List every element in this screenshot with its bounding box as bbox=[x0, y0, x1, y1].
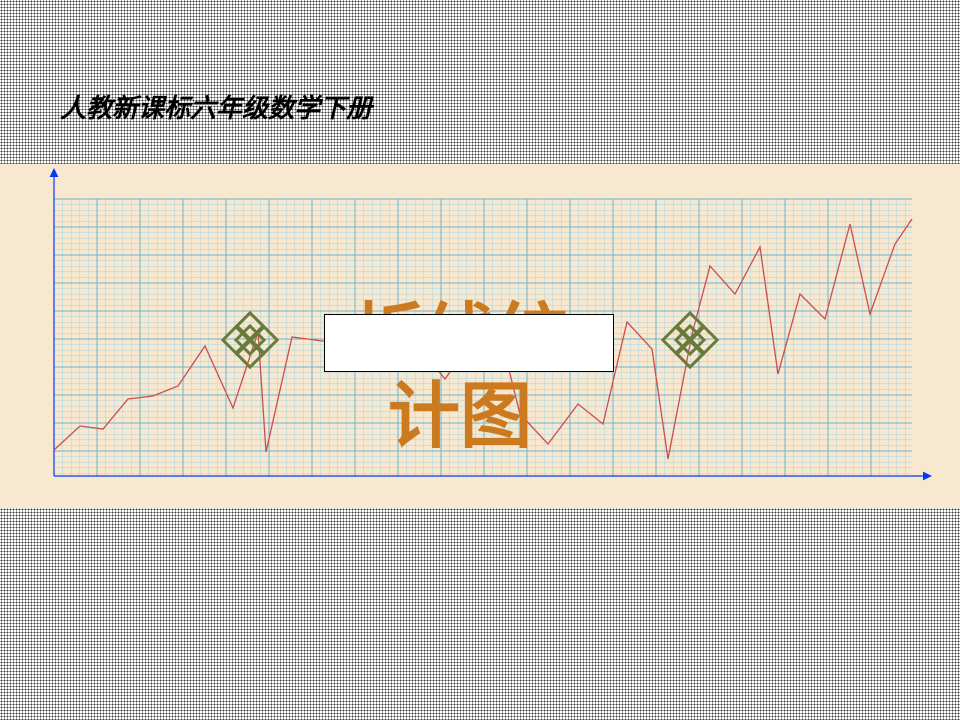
chart-band: 折线统计图 bbox=[0, 164, 960, 508]
slide-page: 人教新课标六年级数学下册 折线统计图 bbox=[0, 0, 960, 720]
title-cover-box bbox=[324, 314, 614, 372]
dotted-background-top bbox=[0, 0, 960, 164]
chart-title-line: 计图 bbox=[250, 378, 670, 457]
dotted-background-bottom bbox=[0, 508, 960, 720]
ornament-left-icon bbox=[211, 301, 289, 379]
ornament-right-icon bbox=[651, 301, 729, 379]
header-caption: 人教新课标六年级数学下册 bbox=[60, 88, 372, 125]
